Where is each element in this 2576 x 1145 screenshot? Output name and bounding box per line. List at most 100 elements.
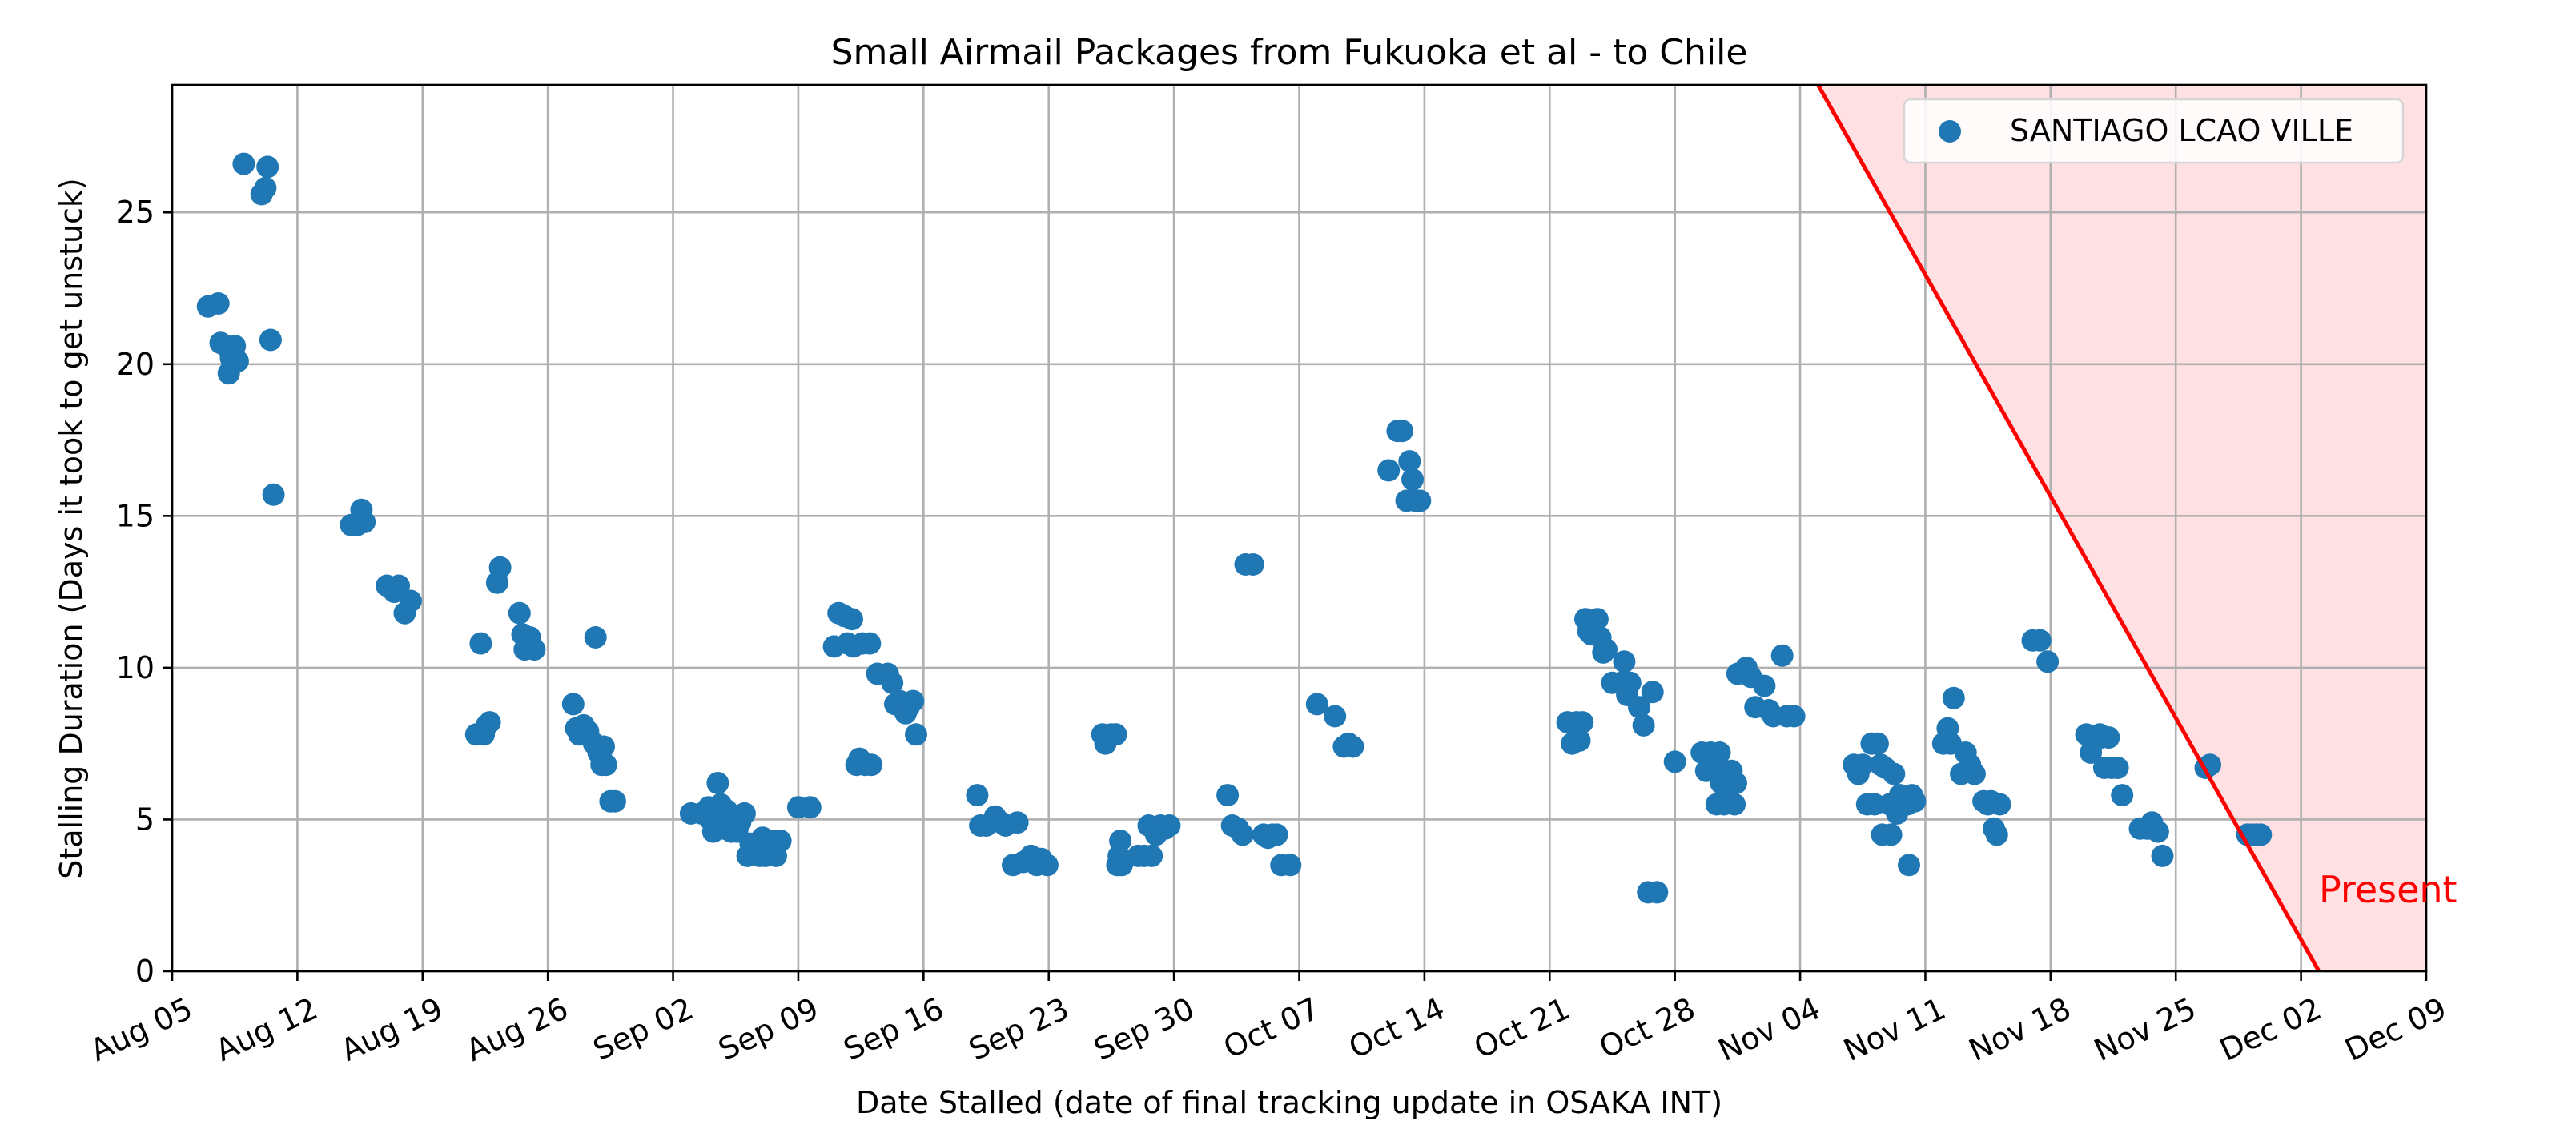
data-point (1782, 705, 1806, 728)
x-ticks: Aug 05 Aug 12 Aug 19 Aug 26 Sep 02 Sep 09 Sep … (85, 971, 2452, 1068)
x-tick-label: Nov 25 (2088, 990, 2201, 1068)
data-point (2249, 823, 2273, 846)
data-point (1401, 468, 1424, 491)
data-point (1158, 814, 1181, 837)
data-point (2111, 784, 2134, 807)
x-tick-label: Aug 12 (211, 990, 324, 1068)
legend: SANTIAGO LCAO VILLE (1903, 98, 2405, 164)
data-point (1632, 713, 1655, 737)
y-tick-label: 10 (116, 650, 155, 685)
data-point (259, 328, 282, 352)
data-point (561, 693, 585, 716)
data-point (388, 574, 410, 597)
x-tick-label: Oct 14 (1344, 990, 1450, 1065)
data-point (1988, 793, 2011, 816)
x-tick-label: Nov 04 (1713, 990, 1826, 1068)
x-tick-label: Oct 07 (1218, 990, 1324, 1065)
data-point (1903, 789, 1927, 813)
data-point (1985, 823, 2008, 846)
y-tick-label: 0 (135, 954, 155, 989)
data-point (1879, 823, 1903, 846)
data-point (584, 626, 607, 649)
data-point (603, 789, 626, 813)
data-point (594, 753, 617, 777)
data-point (1305, 693, 1328, 716)
data-point (353, 510, 376, 533)
y-tick-label: 20 (116, 347, 155, 382)
x-tick-label: Sep 30 (1089, 990, 1200, 1067)
data-point (1628, 696, 1650, 719)
data-point (769, 830, 792, 852)
x-tick-label: Sep 02 (588, 990, 698, 1067)
x-tick-label: Sep 09 (713, 990, 823, 1067)
data-point (966, 784, 989, 807)
y-ticks: 0 5 10 15 20 25 (116, 195, 172, 989)
data-point (1216, 784, 1240, 807)
x-tick-label: Sep 16 (838, 990, 949, 1067)
data-point (399, 589, 422, 613)
legend-entry-label: SANTIAGO LCAO VILLE (2010, 113, 2353, 148)
data-point (733, 802, 756, 825)
data-point (232, 152, 255, 175)
data-point (1231, 823, 1254, 846)
data-point (1341, 735, 1364, 758)
x-tick-label: Dec 09 (2340, 990, 2452, 1067)
data-point (706, 772, 729, 794)
data-point (798, 796, 822, 819)
data-point (1708, 741, 1731, 764)
x-axis-label: Date Stalled (date of final tracking upd… (856, 1085, 1722, 1120)
data-point (1409, 489, 1432, 512)
data-point (1585, 608, 1609, 631)
y-tick-label: 25 (116, 195, 155, 230)
data-point (1646, 881, 1669, 904)
shaded-region-layer (1818, 85, 2426, 971)
data-point (881, 671, 904, 694)
x-tick-label: Oct 28 (1594, 990, 1701, 1065)
data-point (1942, 686, 1965, 709)
y-axis-label: Stalling Duration (Days it took to get u… (54, 178, 89, 879)
data-point (1571, 711, 1594, 734)
present-annotation: Present (2319, 868, 2457, 911)
data-point (1279, 854, 1302, 877)
data-point (1035, 854, 1059, 877)
data-point (905, 723, 927, 746)
x-tick-label: Nov 11 (1839, 990, 1951, 1068)
future-shaded-region (1818, 85, 2426, 971)
legend-box (1903, 98, 2405, 164)
data-point (1641, 681, 1664, 704)
data-point (902, 689, 925, 713)
data-point (1723, 793, 1746, 816)
data-point (860, 753, 883, 777)
data-point (1109, 830, 1132, 852)
x-tick-label: Oct 21 (1469, 990, 1575, 1065)
data-point (1324, 705, 1347, 728)
data-point (1613, 650, 1636, 673)
data-point (1663, 750, 1686, 773)
data-point (523, 638, 546, 661)
data-point (1391, 420, 1413, 443)
data-point (1377, 459, 1401, 482)
x-tick-label: Dec 02 (2214, 990, 2326, 1067)
data-point (1725, 772, 1747, 794)
data-point (1265, 823, 1288, 846)
legend-marker (1939, 120, 1961, 143)
data-point (1140, 844, 1163, 867)
data-point (478, 711, 501, 734)
x-tick-label: Sep 23 (963, 990, 1074, 1067)
data-point (2097, 726, 2120, 749)
data-point (1618, 671, 1642, 694)
data-point (1770, 644, 1794, 667)
data-point (1898, 854, 1920, 877)
data-point (488, 556, 512, 579)
x-tick-label: Nov 18 (1963, 990, 2076, 1068)
data-point (1883, 762, 1906, 785)
data-point (2151, 844, 2174, 867)
data-point (1595, 638, 1618, 661)
data-point (1851, 753, 1875, 777)
present-line-layer (1816, 83, 2321, 973)
points-layer (196, 152, 2273, 904)
data-point (2036, 650, 2060, 673)
data-point (593, 735, 615, 758)
data-point (256, 155, 279, 179)
x-tick-label: Aug 26 (460, 990, 573, 1068)
